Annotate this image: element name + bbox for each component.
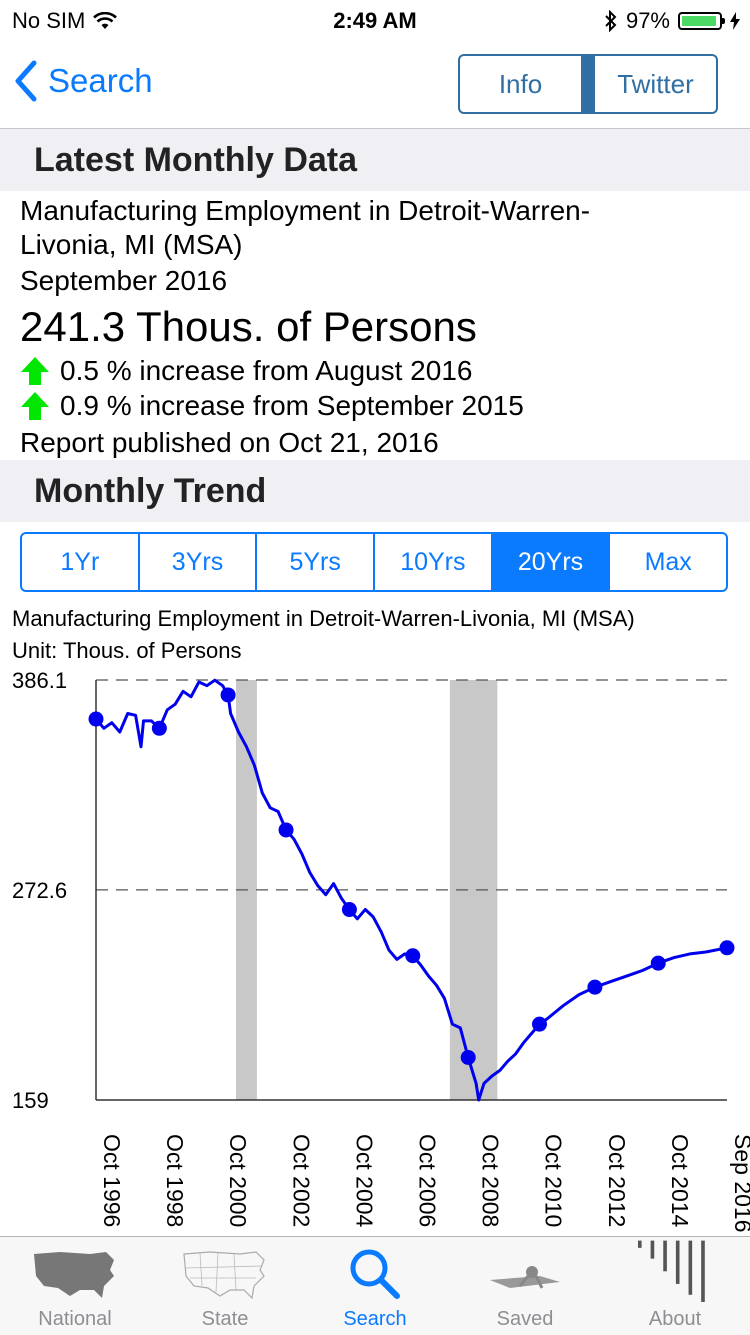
info-twitter-segment: Info Twitter (458, 54, 718, 114)
range-1yr[interactable]: 1Yr (60, 547, 100, 576)
x-tick-label: Oct 2012 (604, 1134, 630, 1227)
monthly-change-text: 0.5 % increase from August 2016 (60, 355, 473, 386)
y-tick-label: 159 (12, 1088, 49, 1113)
latest-data-title: Latest Monthly Data (34, 140, 358, 179)
carrier-label: No SIM (12, 8, 86, 33)
series-line (94, 678, 728, 1102)
back-button[interactable]: Search (14, 60, 153, 102)
range-max[interactable]: Max (608, 534, 726, 590)
x-tick-label: Oct 2010 (541, 1134, 567, 1227)
data-point (405, 948, 421, 964)
yearly-change: 0.9 % increase from September 2015 (20, 389, 524, 423)
published-date: Report published on Oct 21, 2016 (20, 427, 439, 458)
tab-bar: National State Search Saved A (0, 1236, 750, 1335)
segment-info[interactable]: Info (498, 68, 543, 99)
monthly-change: 0.5 % increase from August 2016 (20, 354, 472, 388)
chart-title: Manufacturing Employment in Detroit-Warr… (12, 606, 635, 631)
trend-chart: 386.1 272.6 159 Oct 1996 Oct 1998 Oct 2000 Oct… (12, 668, 750, 1232)
bluetooth-icon (605, 10, 617, 32)
latest-value: 241.3 Thous. of Persons (20, 303, 477, 350)
data-point (460, 1049, 476, 1065)
tab-state[interactable]: State (150, 1237, 300, 1335)
x-tick-label: Oct 1998 (162, 1134, 188, 1227)
tab-national[interactable]: National (0, 1237, 150, 1335)
chevron-left-icon (15, 60, 37, 102)
range-5yrs[interactable]: 5Yrs (255, 534, 373, 590)
data-point (151, 720, 167, 736)
x-tick-label: Oct 1996 (99, 1134, 125, 1227)
carrier: No SIM (12, 8, 118, 34)
series-title-line2: Livonia, MI (MSA) (20, 229, 243, 260)
tab-about-label: About (648, 1308, 702, 1330)
tab-search-label: Search (343, 1308, 407, 1330)
y-tick-label: 272.6 (12, 878, 67, 903)
range-selector: 1Yr 3Yrs 5Yrs 10Yrs 20Yrs Max (20, 532, 728, 592)
tab-state-label: State (201, 1308, 249, 1330)
x-tick-label: Sep 2016 (730, 1134, 750, 1232)
battery-icon (678, 12, 725, 30)
series-title-line1: Manufacturing Employment in Detroit-Warr… (20, 195, 591, 226)
tab-search[interactable]: Search (300, 1237, 450, 1335)
tab-national-label: National (38, 1308, 112, 1330)
range-3yrs[interactable]: 3Yrs (137, 534, 256, 590)
data-point (341, 902, 357, 918)
tab-saved-label: Saved (496, 1308, 554, 1330)
tab-about[interactable]: About (600, 1237, 750, 1335)
up-arrow-icon (21, 357, 49, 385)
saved-icon (490, 1266, 560, 1289)
us-map-icon (34, 1252, 114, 1298)
data-point (88, 711, 104, 727)
latest-data-header: Latest Monthly Data (0, 129, 750, 191)
segment-divider (581, 56, 595, 112)
data-point (650, 955, 666, 971)
clock: 2:49 AM (333, 8, 417, 33)
charging-bolt-icon (730, 12, 740, 30)
about-bars-icon (637, 1240, 705, 1302)
tab-saved[interactable]: Saved (450, 1237, 600, 1335)
monthly-trend-title: Monthly Trend (34, 471, 267, 510)
search-icon (350, 1249, 400, 1299)
chart-unit: Unit: Thous. of Persons (12, 638, 242, 663)
range-20yrs[interactable]: 20Yrs (490, 534, 609, 590)
data-point (531, 1016, 547, 1032)
period-label: September 2016 (20, 265, 228, 296)
x-tick-label: Oct 2002 (288, 1134, 314, 1227)
wifi-icon (93, 12, 118, 29)
back-label: Search (48, 62, 153, 99)
battery-percent: 97% (625, 8, 670, 33)
x-tick-label: Oct 2008 (478, 1134, 504, 1227)
x-tick-label: Oct 2004 (351, 1134, 377, 1228)
yearly-change-text: 0.9 % increase from September 2015 (60, 390, 524, 421)
state-map-icon (183, 1251, 265, 1300)
x-tick-label: Oct 2000 (225, 1134, 251, 1227)
data-point (719, 940, 735, 956)
data-point (278, 822, 294, 838)
data-point (587, 979, 603, 995)
range-10yrs[interactable]: 10Yrs (373, 534, 491, 590)
monthly-trend-header: Monthly Trend (0, 460, 750, 522)
status-bar: No SIM 2:49 AM 97% (0, 0, 750, 40)
series-title: Manufacturing Employment in Detroit-Warr… (20, 194, 590, 262)
x-tick-label: Oct 2014 (667, 1134, 693, 1228)
x-tick-label: Oct 2006 (415, 1134, 441, 1227)
up-arrow-icon (21, 392, 49, 420)
status-right: 97% (604, 8, 740, 34)
segment-twitter[interactable]: Twitter (617, 68, 694, 99)
y-tick-label: 386.1 (12, 668, 67, 693)
data-point (220, 687, 236, 703)
navigation-bar: Search Info Twitter (0, 40, 750, 129)
